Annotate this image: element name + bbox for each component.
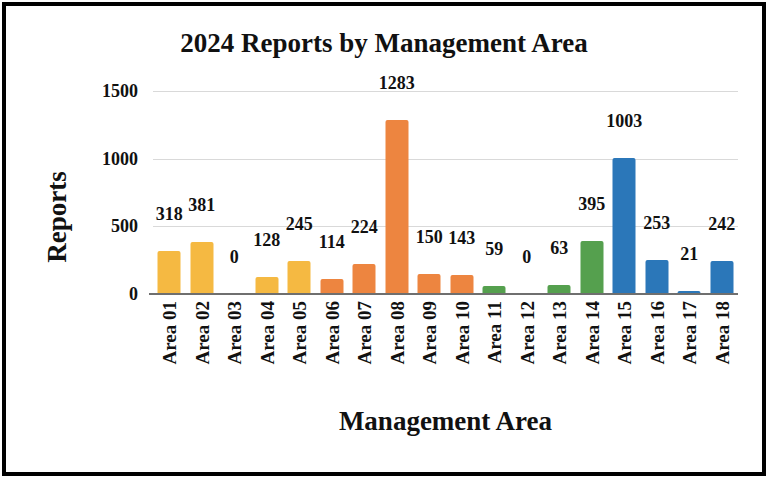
x-tick-cell-area-03: Area 03	[218, 301, 251, 389]
x-tick-cell-area-11: Area 11	[478, 301, 511, 389]
bar-value-label-area-07: 224	[351, 218, 378, 236]
bar-area-02	[190, 242, 213, 294]
x-tick-label-area-17: Area 17	[680, 301, 699, 365]
bar-slot-area-07: 224	[348, 91, 381, 294]
y-tick-label-1500: 1500	[0, 82, 138, 100]
bar-value-label-area-16: 253	[643, 214, 670, 232]
x-tick-label-area-12: Area 12	[517, 301, 536, 365]
bar-slot-area-02: 381	[186, 91, 219, 294]
y-tick-label-500: 500	[0, 217, 138, 235]
x-tick-cell-area-06: Area 06	[316, 301, 349, 389]
bar-value-label-area-17: 21	[680, 245, 698, 263]
bar-area-01	[158, 251, 181, 294]
x-tick-cell-area-01: Area 01	[153, 301, 186, 389]
bar-value-label-area-10: 143	[448, 229, 475, 247]
x-tick-label-area-06: Area 06	[322, 301, 341, 365]
bar-value-label-area-15: 1003	[606, 112, 642, 130]
bar-area-07	[353, 264, 376, 294]
bar-slot-area-11: 59	[478, 91, 511, 294]
x-tick-label-area-10: Area 10	[452, 301, 471, 365]
x-tick-cell-area-12: Area 12	[511, 301, 544, 389]
bar-slot-area-17: 21	[673, 91, 706, 294]
bar-area-18	[710, 261, 733, 294]
bar-value-label-area-14: 395	[578, 195, 605, 213]
bar-slot-area-10: 143	[446, 91, 479, 294]
bar-value-label-area-09: 150	[416, 228, 443, 246]
x-tick-cell-area-02: Area 02	[186, 301, 219, 389]
y-tick-label-0: 0	[0, 285, 138, 303]
bar-area-16	[645, 260, 668, 294]
x-tick-cell-area-07: Area 07	[348, 301, 381, 389]
x-tick-cell-area-13: Area 13	[543, 301, 576, 389]
x-tick-cell-area-18: Area 18	[706, 301, 739, 389]
bar-value-label-area-02: 381	[188, 196, 215, 214]
bar-slot-area-04: 128	[251, 91, 284, 294]
bar-value-label-area-08: 1283	[379, 74, 415, 92]
bar-area-05	[288, 261, 311, 294]
x-tick-label-area-09: Area 09	[420, 301, 439, 365]
bar-slot-area-06: 114	[316, 91, 349, 294]
bar-value-label-area-12: 0	[522, 248, 531, 266]
bar-value-label-area-13: 63	[550, 239, 568, 257]
x-axis-line	[149, 293, 738, 295]
x-tick-label-area-02: Area 02	[192, 301, 211, 365]
bar-value-label-area-01: 318	[156, 205, 183, 223]
x-tick-label-area-13: Area 13	[550, 301, 569, 365]
bar-area-14	[580, 241, 603, 294]
x-axis-category-labels: Area 01 Area 02 Area 03 Area 04 Area 05 Area …	[153, 301, 738, 389]
bar-slot-area-03: 0	[218, 91, 251, 294]
bar-slot-area-08: 1283	[381, 91, 414, 294]
x-tick-label-area-11: Area 11	[485, 301, 504, 363]
bar-area-15	[613, 158, 636, 294]
plot-area: 318 381 0 128 245 114 2241283150 143 59 0 63 395 100…	[153, 91, 738, 294]
bar-value-label-area-04: 128	[253, 231, 280, 249]
x-tick-label-area-15: Area 15	[615, 301, 634, 365]
bar-area-04	[255, 277, 278, 294]
bar-slot-area-14: 395	[576, 91, 609, 294]
x-tick-label-area-07: Area 07	[355, 301, 374, 365]
x-tick-label-area-18: Area 18	[712, 301, 731, 365]
x-tick-cell-area-04: Area 04	[251, 301, 284, 389]
bar-value-label-area-18: 242	[708, 215, 735, 233]
x-tick-cell-area-14: Area 14	[576, 301, 609, 389]
x-tick-cell-area-16: Area 16	[641, 301, 674, 389]
x-tick-cell-area-15: Area 15	[608, 301, 641, 389]
chart-title: 2024 Reports by Management Area	[0, 28, 768, 59]
x-tick-label-area-14: Area 14	[582, 301, 601, 365]
x-tick-cell-area-08: Area 08	[381, 301, 414, 389]
bar-slot-area-18: 242	[706, 91, 739, 294]
x-tick-label-area-03: Area 03	[225, 301, 244, 365]
bar-value-label-area-05: 245	[286, 215, 313, 233]
x-tick-label-area-04: Area 04	[257, 301, 276, 365]
x-tick-label-area-16: Area 16	[647, 301, 666, 365]
x-tick-label-area-05: Area 05	[290, 301, 309, 365]
bar-slot-area-01: 318	[153, 91, 186, 294]
bar-chart: 2024 Reports by Management Area Reports …	[0, 0, 768, 478]
x-tick-label-area-01: Area 01	[160, 301, 179, 365]
bar-slot-area-16: 253	[641, 91, 674, 294]
y-tick-label-1000: 1000	[0, 150, 138, 168]
bar-value-label-area-03: 0	[230, 248, 239, 266]
bar-area-09	[418, 274, 441, 294]
bar-value-label-area-06: 114	[319, 233, 345, 251]
bar-value-label-area-11: 59	[485, 240, 503, 258]
x-tick-cell-area-09: Area 09	[413, 301, 446, 389]
x-axis-title: Management Area	[153, 406, 738, 437]
bar-area-06	[320, 279, 343, 294]
bar-slot-area-15: 1003	[608, 91, 641, 294]
x-tick-label-area-08: Area 08	[387, 301, 406, 365]
bar-slot-area-09: 150	[413, 91, 446, 294]
bar-area-08	[385, 120, 408, 294]
x-tick-cell-area-05: Area 05	[283, 301, 316, 389]
bar-slot-area-12: 0	[511, 91, 544, 294]
x-tick-cell-area-10: Area 10	[446, 301, 479, 389]
x-tick-cell-area-17: Area 17	[673, 301, 706, 389]
bar-area-10	[450, 275, 473, 294]
bar-slot-area-13: 63	[543, 91, 576, 294]
bar-series: 318 381 0 128 245 114 2241283150 143 59 0 63 395 100…	[153, 91, 738, 294]
bar-slot-area-05: 245	[283, 91, 316, 294]
